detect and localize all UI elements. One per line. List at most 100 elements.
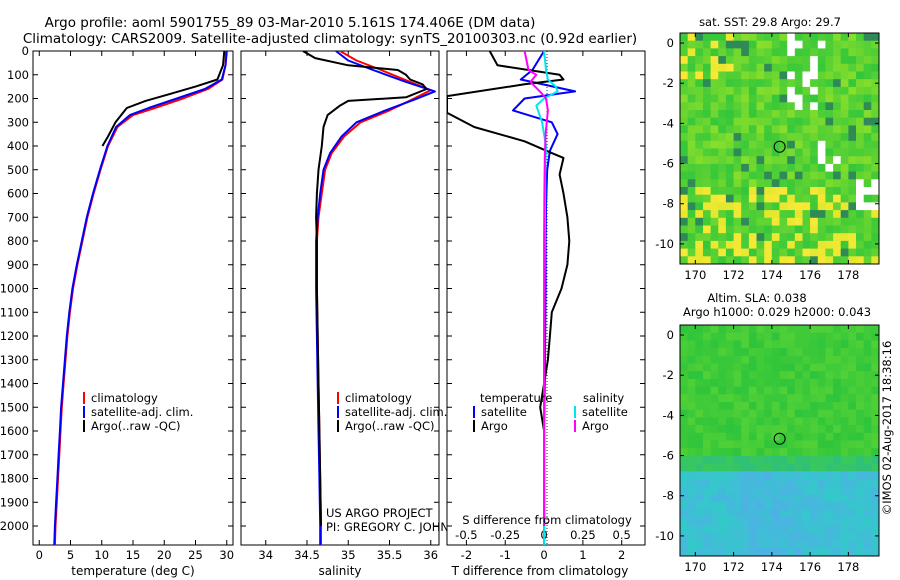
map-cell	[825, 355, 834, 365]
map-cell	[848, 71, 857, 80]
pi-annotation: PI: GREGORY C. JOHNSON	[326, 520, 474, 534]
map-cell	[848, 156, 857, 165]
map-cell	[741, 348, 750, 357]
map-cell	[817, 56, 827, 65]
map-cell	[810, 217, 819, 227]
map-cell	[725, 525, 735, 534]
map-cell	[748, 448, 758, 457]
map-cell	[756, 187, 765, 196]
imos-watermark: ©IMOS 02-Aug-2017 18:38:16	[880, 341, 894, 516]
map-cell	[687, 94, 696, 103]
map-cell	[748, 133, 758, 142]
map-cell	[695, 425, 704, 434]
map-cell	[741, 409, 750, 418]
map-cell	[787, 125, 796, 134]
map-x-tick-label: 176	[799, 560, 821, 574]
map-cell	[794, 148, 804, 157]
map-cell	[733, 409, 742, 418]
map-cell	[741, 448, 750, 457]
map-cell	[741, 86, 750, 96]
map-cell	[764, 210, 773, 219]
map-cell	[748, 171, 758, 180]
map-cell	[848, 502, 857, 511]
map-cell	[810, 417, 819, 426]
x-tick-label: 0	[540, 548, 547, 562]
map-cell	[825, 133, 834, 142]
map-cell	[703, 79, 712, 88]
map-cell	[833, 63, 842, 73]
map-cell	[756, 325, 765, 334]
map-cell	[817, 117, 827, 126]
map-cell	[687, 502, 696, 511]
map-cell	[825, 540, 834, 549]
map-cell	[794, 40, 804, 49]
map-cell	[779, 471, 788, 480]
map-cell	[825, 394, 834, 403]
map-cell	[833, 340, 842, 349]
map-cell	[680, 355, 689, 365]
legend-label-s-argo: Argo	[582, 419, 609, 433]
map-cell	[802, 210, 811, 219]
map-cell	[756, 194, 765, 203]
map-cell	[741, 148, 750, 157]
map-cell	[810, 102, 819, 111]
map-cell	[871, 348, 879, 357]
map-cell	[680, 340, 689, 349]
map-cell	[817, 217, 827, 227]
map-cell	[710, 432, 719, 442]
map-cell	[825, 548, 834, 556]
map-cell	[810, 133, 819, 142]
map-cell	[779, 148, 788, 157]
map-cell	[863, 210, 872, 219]
map-cell	[703, 194, 712, 203]
map-cell	[817, 440, 827, 449]
map-cell	[764, 240, 773, 250]
map-cell	[748, 110, 758, 119]
map-cell	[771, 240, 781, 250]
map-cell	[794, 71, 804, 80]
map-cell	[794, 494, 804, 503]
map-cell	[710, 179, 719, 188]
map-cell	[748, 486, 758, 495]
map-cell	[856, 202, 865, 211]
map-cell	[794, 371, 804, 380]
map-cell	[733, 217, 742, 227]
map-cell	[771, 355, 781, 365]
map-cell	[771, 117, 781, 126]
map-cell	[871, 140, 879, 150]
map-cell	[779, 233, 788, 242]
map-cell	[733, 156, 742, 165]
map-cell	[802, 163, 811, 173]
map-cell	[794, 110, 804, 119]
map-cell	[764, 179, 773, 188]
map-cell	[680, 240, 689, 250]
map-cell	[771, 63, 781, 73]
map-cell	[703, 171, 712, 180]
map-cell	[748, 256, 758, 264]
map-cell	[848, 394, 857, 403]
map-cell	[856, 171, 865, 180]
map-cell	[748, 117, 758, 126]
map-cell	[687, 194, 696, 203]
map-cell	[787, 463, 796, 472]
map-cell	[856, 156, 865, 165]
map-cell	[848, 202, 857, 211]
map-cell	[771, 33, 781, 42]
map-cell	[863, 156, 872, 165]
map-cell	[687, 432, 696, 442]
map-cell	[779, 33, 788, 42]
map-cell	[840, 378, 849, 388]
map-cell	[771, 463, 781, 472]
map-cell	[733, 448, 742, 457]
map-cell	[863, 471, 872, 480]
map-cell	[680, 525, 689, 534]
map-cell	[703, 417, 712, 426]
depth-tick-label: 0	[22, 44, 29, 58]
map-cell	[764, 163, 773, 173]
map-cell	[718, 171, 727, 180]
map-cell	[871, 102, 879, 111]
map-cell	[787, 240, 796, 250]
map-cell	[817, 71, 827, 80]
map-cell	[756, 540, 765, 549]
map-cell	[748, 210, 758, 219]
